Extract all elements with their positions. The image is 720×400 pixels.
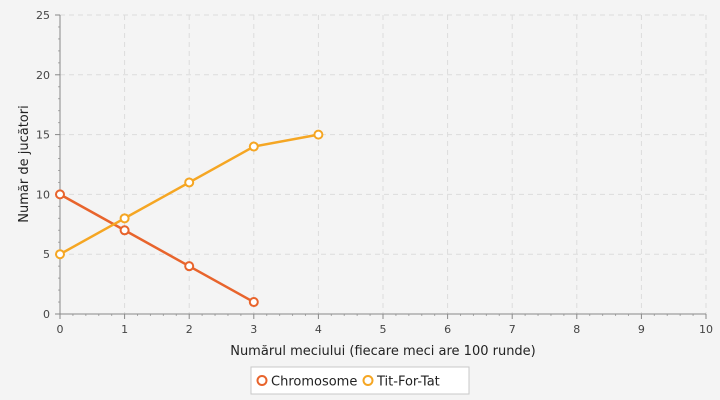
series-chromosome [55, 189, 259, 308]
x-tick-label: 1 [121, 323, 128, 336]
data-point-chromosome [248, 297, 259, 308]
legend-label-chromosome: Chromosome [271, 375, 357, 390]
x-tick-label: 8 [573, 323, 580, 336]
data-point-tit-for-tat [55, 249, 65, 260]
x-tick-label: 6 [444, 323, 451, 336]
x-tick-label: 0 [57, 323, 64, 336]
legend-item-chromosome: Chromosome [256, 375, 357, 390]
x-axis-title: Numărul meciului (fiecare meci are 100 r… [230, 344, 536, 359]
y-tick-label: 10 [36, 188, 50, 201]
legend: Chromosome Tit-For-Tat [250, 366, 470, 395]
data-point-tit-for-tat [184, 177, 195, 188]
x-tick-label: 4 [315, 323, 322, 336]
data-point-tit-for-tat [248, 141, 259, 152]
y-tick-label: 0 [43, 308, 50, 321]
series-layer [55, 129, 324, 308]
x-tick-label: 5 [380, 323, 387, 336]
legend-marker-tit-for-tat [362, 375, 374, 386]
x-tick-label: 10 [699, 323, 713, 336]
y-tick-label: 15 [36, 129, 50, 142]
legend-box [250, 366, 470, 395]
y-tick-label: 5 [43, 248, 50, 261]
x-tick-label: 3 [250, 323, 257, 336]
data-point-chromosome [184, 261, 195, 272]
y-tick-label: 25 [36, 9, 50, 22]
y-tick-label: 20 [36, 69, 50, 82]
series-line-chromosome [58, 193, 256, 304]
data-point-tit-for-tat [119, 213, 130, 224]
data-point-chromosome [55, 189, 65, 200]
y-axis-title: Număr de jucători [17, 105, 32, 222]
legend-label-tit-for-tat: Tit-For-Tat [376, 375, 440, 390]
legend-item-tit-for-tat: Tit-For-Tat [362, 375, 440, 390]
axes: 0 1 2 3 4 5 6 7 8 9 10 0 5 10 15 20 25 [36, 9, 713, 336]
grid [60, 14, 707, 314]
x-tick-label: 7 [509, 323, 516, 336]
data-point-tit-for-tat [313, 129, 324, 140]
x-tick-label: 9 [638, 323, 645, 336]
legend-marker-chromosome [256, 375, 268, 386]
data-point-chromosome [119, 225, 130, 236]
series-tit-for-tat [55, 129, 324, 260]
x-tick-label: 2 [186, 323, 193, 336]
